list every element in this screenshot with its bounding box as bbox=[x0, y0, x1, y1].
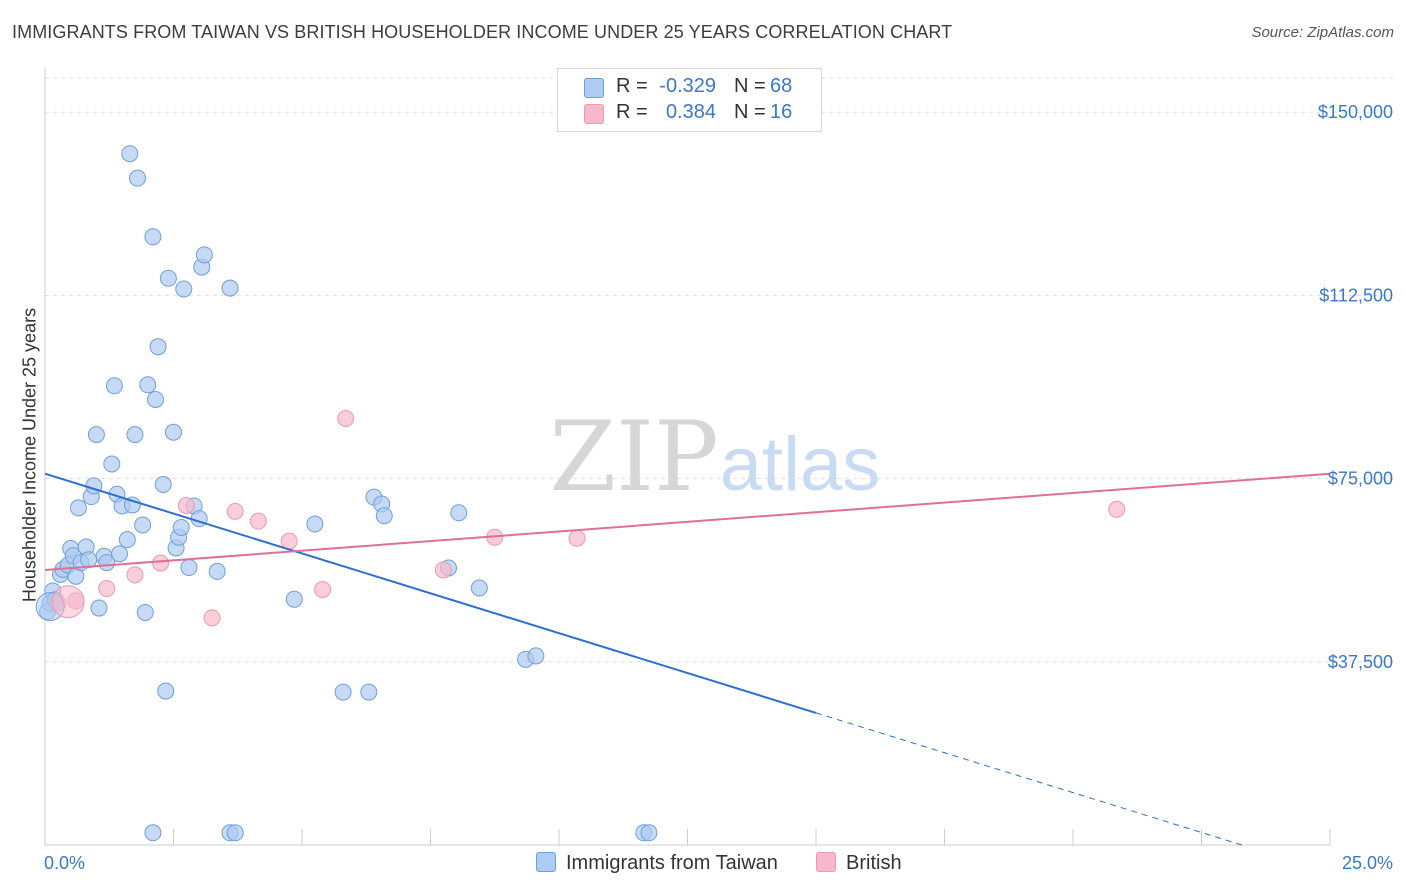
legend-n-label: N = bbox=[734, 75, 766, 97]
taiwan-point bbox=[147, 390, 165, 408]
legend-n-value: 68 bbox=[770, 75, 793, 97]
taiwan-point bbox=[139, 376, 157, 394]
british-point bbox=[337, 410, 355, 428]
y-tick-label: $112,500 bbox=[1319, 285, 1393, 305]
legend-r-label: R = bbox=[616, 101, 648, 123]
bottom-legend-label-taiwan: Immigrants from Taiwan bbox=[566, 852, 778, 874]
bottom-legend-label-british: British bbox=[846, 852, 902, 874]
taiwan-point bbox=[306, 515, 324, 533]
british-point bbox=[434, 561, 452, 579]
taiwan-point bbox=[208, 562, 226, 580]
legend-n-label: N = bbox=[734, 101, 766, 123]
taiwan-point bbox=[226, 824, 244, 842]
british-point bbox=[152, 554, 170, 572]
legend-r-value: -0.329 bbox=[659, 75, 716, 97]
bottom-legend-swatch-british bbox=[816, 852, 836, 872]
british-point bbox=[249, 512, 267, 530]
legend-swatch-taiwan bbox=[584, 78, 604, 98]
taiwan-point bbox=[69, 499, 87, 517]
taiwan-point bbox=[527, 647, 545, 665]
trend-layer bbox=[44, 472, 1331, 846]
legend-row-taiwan: R = -0.329 N = 68 bbox=[558, 75, 821, 101]
taiwan-point bbox=[334, 683, 352, 701]
taiwan-trend-line bbox=[44, 472, 817, 714]
taiwan-point bbox=[149, 338, 167, 356]
y-tick-label: $37,500 bbox=[1328, 652, 1393, 672]
chart-title: IMMIGRANTS FROM TAIWAN VS BRITISH HOUSEH… bbox=[12, 22, 953, 42]
british-trend-line bbox=[44, 472, 1331, 571]
taiwan-trend-extension bbox=[815, 712, 1242, 846]
x-tick-label-min: 0.0% bbox=[44, 853, 86, 873]
british-point bbox=[126, 566, 144, 584]
legend-n-value: 16 bbox=[770, 101, 793, 123]
watermark-atlas: atlas bbox=[720, 422, 881, 507]
taiwan-point bbox=[285, 590, 303, 608]
british-point bbox=[568, 529, 586, 547]
source-label: Source: ZipAtlas.com bbox=[1251, 24, 1394, 41]
x-tick-label-max: 25.0% bbox=[1341, 853, 1393, 873]
legend-swatch-british bbox=[584, 104, 604, 124]
bottom-legend-swatch-taiwan bbox=[536, 852, 556, 872]
british-point bbox=[98, 580, 116, 598]
taiwan-point bbox=[87, 426, 105, 444]
points-layer bbox=[35, 145, 1126, 842]
british-point bbox=[1108, 500, 1126, 518]
grid-layer bbox=[45, 77, 1395, 663]
british-point-cluster bbox=[51, 585, 85, 619]
taiwan-point bbox=[105, 377, 123, 395]
y-tick-label: $150,000 bbox=[1318, 102, 1393, 122]
legend-r-label: R = bbox=[616, 75, 648, 97]
taiwan-point bbox=[375, 507, 393, 525]
british-point bbox=[177, 496, 195, 514]
correlation-legend: R = -0.329 N = 68 R = 0.384 N = 16 bbox=[557, 68, 822, 132]
axis-layer bbox=[44, 68, 1331, 846]
taiwan-point bbox=[180, 559, 198, 577]
taiwan-point bbox=[195, 246, 213, 264]
taiwan-point bbox=[111, 545, 129, 563]
y-tick-labels: $37,500 $75,000 $112,500 $150,000 bbox=[1318, 102, 1393, 672]
bottom-legend-taiwan: Immigrants from Taiwan bbox=[536, 852, 778, 875]
taiwan-point bbox=[154, 475, 172, 493]
taiwan-point bbox=[123, 496, 141, 514]
taiwan-point bbox=[121, 145, 139, 163]
taiwan-point bbox=[360, 683, 378, 701]
taiwan-point bbox=[175, 280, 193, 298]
taiwan-point bbox=[165, 423, 182, 441]
taiwan-point bbox=[129, 169, 147, 187]
legend-row-british: R = 0.384 N = 16 bbox=[558, 101, 821, 127]
taiwan-point bbox=[172, 518, 190, 536]
taiwan-point bbox=[159, 269, 177, 287]
taiwan-point bbox=[90, 599, 108, 617]
bottom-legend-british: British bbox=[816, 852, 902, 875]
british-point bbox=[226, 502, 244, 520]
taiwan-point bbox=[470, 579, 488, 597]
taiwan-point bbox=[221, 279, 239, 297]
british-point bbox=[203, 609, 221, 627]
taiwan-point bbox=[144, 824, 162, 842]
taiwan-point bbox=[103, 455, 121, 473]
taiwan-point bbox=[144, 228, 162, 246]
taiwan-point bbox=[134, 516, 152, 534]
taiwan-point bbox=[450, 504, 468, 522]
watermark: ZIP atlas bbox=[549, 401, 880, 513]
taiwan-point bbox=[118, 531, 136, 549]
taiwan-point bbox=[136, 603, 154, 621]
taiwan-point bbox=[157, 682, 175, 700]
watermark-zip: ZIP bbox=[549, 401, 718, 513]
taiwan-point bbox=[126, 426, 144, 444]
y-tick-label: $75,000 bbox=[1328, 469, 1393, 489]
taiwan-point bbox=[640, 824, 658, 842]
legend-r-value: 0.384 bbox=[665, 101, 716, 123]
british-point bbox=[314, 580, 332, 598]
